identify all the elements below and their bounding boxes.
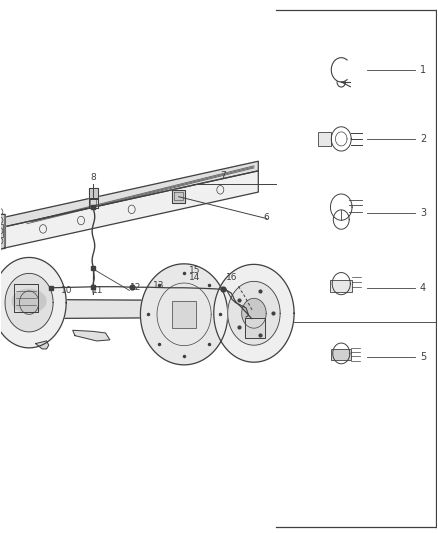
Text: 11: 11 [92,286,104,295]
Polygon shape [73,330,110,341]
Polygon shape [5,161,258,227]
Text: 4: 4 [420,283,426,293]
Text: 2: 2 [420,134,426,144]
Polygon shape [228,281,280,345]
Text: 1: 1 [420,65,426,75]
Polygon shape [25,300,272,319]
Polygon shape [35,341,49,349]
Polygon shape [245,318,265,338]
Polygon shape [172,190,185,203]
Polygon shape [14,284,38,312]
Bar [330,280,352,292]
Text: 3: 3 [420,208,426,219]
Text: 12: 12 [130,283,141,292]
Bar [318,132,331,146]
Bar [331,349,351,360]
Bar [172,301,196,328]
Polygon shape [214,264,294,362]
Text: 17: 17 [252,304,263,313]
Bar [0,224,3,237]
Text: 7: 7 [220,172,226,180]
Polygon shape [12,289,46,313]
Text: 8: 8 [91,173,96,182]
Text: 10: 10 [61,286,72,295]
Text: 16: 16 [226,273,237,281]
Polygon shape [88,188,98,199]
Polygon shape [0,214,5,251]
Polygon shape [242,298,266,328]
Polygon shape [5,273,53,332]
Text: 9: 9 [10,287,16,296]
Text: 14: 14 [189,273,201,281]
Text: 18: 18 [258,311,270,320]
Text: 13: 13 [153,280,164,289]
Polygon shape [19,291,39,314]
Text: 15: 15 [189,266,201,274]
Text: 5: 5 [420,352,426,362]
Polygon shape [141,264,228,365]
Text: 6: 6 [264,213,269,222]
Polygon shape [88,198,98,208]
Polygon shape [5,171,258,248]
Polygon shape [0,257,66,348]
